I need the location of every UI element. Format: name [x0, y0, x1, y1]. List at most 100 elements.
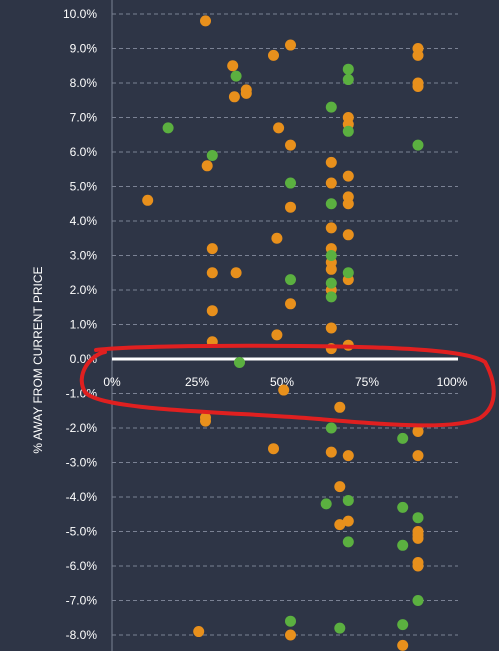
x-tick-label: 50%	[270, 375, 294, 389]
orange-point	[200, 415, 211, 427]
green-point	[412, 595, 424, 606]
orange-point	[271, 329, 283, 341]
green-point	[162, 122, 174, 134]
orange-point	[285, 629, 296, 641]
y-tick-label: -6.0%	[66, 559, 98, 573]
y-tick-label: 4.0%	[70, 214, 98, 228]
orange-point	[271, 232, 283, 244]
orange-point	[412, 450, 424, 462]
orange-point	[200, 15, 211, 27]
orange-point	[240, 84, 252, 96]
x-tick-label: 25%	[185, 375, 209, 389]
orange-point	[412, 425, 424, 437]
orange-point	[334, 401, 346, 413]
y-tick-label: 2.0%	[70, 283, 98, 297]
orange-point	[273, 122, 285, 134]
orange-point	[268, 443, 279, 455]
y-tick-label: 1.0%	[70, 318, 98, 332]
orange-point	[228, 91, 240, 103]
orange-point	[397, 639, 409, 651]
orange-point	[342, 170, 354, 182]
green-point	[342, 125, 354, 137]
orange-point	[412, 80, 424, 92]
orange-point	[412, 49, 424, 61]
green-point	[325, 422, 337, 434]
tick-layer: 10.0% 9.0% 8.0% 7.0% 6.0% 5.0% 4.0% 3.0% 2.0% 1.0…	[63, 7, 468, 642]
y-tick-label: 7.0%	[70, 111, 98, 125]
green-point	[234, 356, 245, 368]
y-tick-label: -5.0%	[66, 525, 98, 539]
green-point	[342, 494, 354, 506]
y-tick-label: -8.0%	[66, 628, 98, 642]
orange-point	[227, 60, 239, 72]
orange-point	[278, 384, 290, 396]
orange-point	[206, 243, 218, 255]
orange-point	[342, 515, 354, 527]
green-point	[320, 498, 332, 510]
y-tick-label: 6.0%	[70, 145, 98, 159]
green-point	[325, 250, 337, 261]
green-point	[342, 536, 354, 548]
orange-point	[412, 532, 424, 544]
y-tick-label: -4.0%	[66, 490, 98, 504]
orange-point	[342, 229, 354, 241]
orange-point	[206, 267, 218, 279]
green-point	[325, 198, 337, 210]
orange-point	[193, 626, 205, 638]
green-point	[325, 291, 337, 303]
green-point	[342, 63, 354, 75]
x-tick-label: 0%	[103, 375, 121, 389]
orange-point	[325, 322, 337, 334]
orange-point	[285, 298, 296, 310]
orange-point	[201, 160, 213, 172]
orange-point	[325, 177, 337, 189]
orange-point	[285, 39, 296, 51]
green-point	[325, 101, 337, 113]
orange-point	[230, 267, 242, 279]
orange-point	[342, 450, 354, 462]
point-layer	[142, 15, 424, 651]
orange-point	[334, 481, 346, 493]
green-point	[342, 267, 354, 279]
green-point	[285, 615, 296, 627]
orange-point	[325, 263, 337, 275]
y-axis-label: % AWAY FROM CURRENT PRICE	[31, 266, 45, 454]
orange-point	[325, 156, 337, 168]
x-tick-label: 75%	[355, 375, 379, 389]
orange-point	[285, 139, 296, 151]
x-tick-label: 100%	[437, 375, 468, 389]
y-tick-label: 10.0%	[63, 7, 97, 21]
orange-point	[206, 305, 218, 317]
orange-point	[412, 560, 424, 572]
green-point	[397, 619, 409, 631]
green-point	[285, 274, 296, 286]
annotation-ellipse	[79, 343, 496, 428]
orange-point	[342, 198, 354, 210]
green-point	[412, 512, 424, 524]
green-point	[397, 539, 409, 551]
green-point	[342, 74, 354, 86]
green-point	[325, 277, 337, 289]
y-tick-label: 9.0%	[70, 42, 98, 56]
green-point	[412, 139, 424, 151]
grid-layer	[111, 0, 458, 651]
green-point	[285, 177, 296, 189]
orange-point	[334, 519, 346, 531]
green-point	[397, 501, 409, 513]
orange-point	[325, 446, 337, 458]
y-tick-label: -7.0%	[66, 594, 98, 608]
green-point	[206, 149, 218, 161]
y-tick-label: 3.0%	[70, 249, 98, 263]
y-tick-label: 8.0%	[70, 76, 98, 90]
orange-point	[268, 49, 279, 61]
green-point	[397, 432, 409, 444]
green-point	[334, 622, 346, 634]
y-tick-label: -3.0%	[66, 456, 98, 470]
orange-point	[285, 201, 296, 213]
green-point	[230, 70, 242, 82]
y-tick-label: -2.0%	[66, 421, 98, 435]
y-tick-label: 5.0%	[70, 180, 98, 194]
orange-point	[142, 194, 154, 206]
